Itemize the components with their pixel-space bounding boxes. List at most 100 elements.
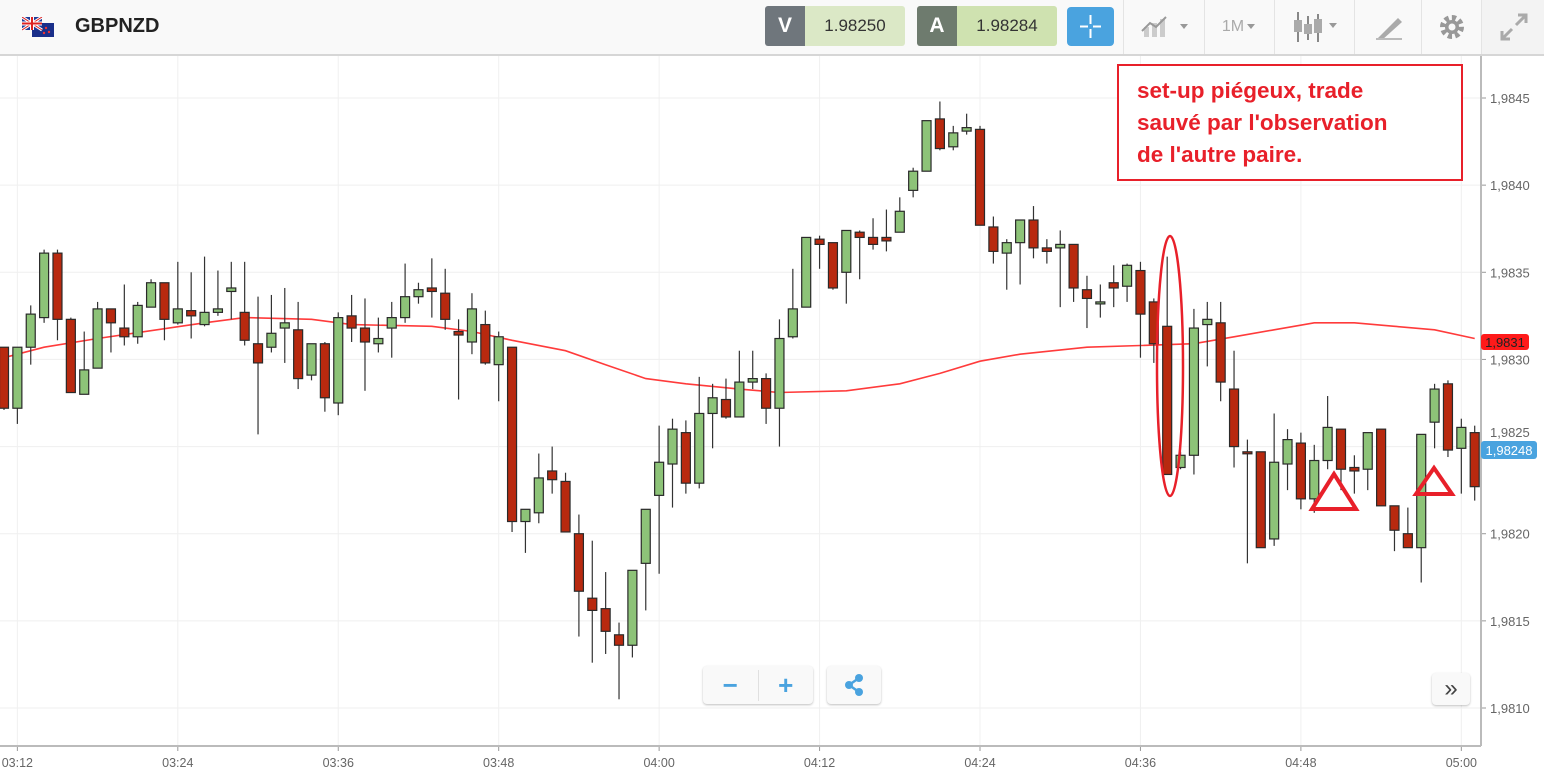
candle-body (493, 336, 504, 366)
candle-up (961, 113, 972, 135)
candle-body (440, 292, 451, 320)
candle-down (974, 125, 986, 226)
candle-down (934, 101, 946, 151)
crosshair-icon (1080, 15, 1101, 38)
candle-up (466, 293, 478, 355)
candle-up (306, 343, 317, 381)
candle-up (172, 261, 183, 325)
candle-up (25, 305, 36, 365)
candle-body (199, 311, 210, 326)
fullscreen-icon (1500, 13, 1527, 41)
candle-down (814, 235, 825, 269)
candle-down (65, 317, 76, 394)
candle-body (961, 127, 972, 132)
candle-body (1269, 461, 1280, 540)
candle-up (787, 268, 798, 339)
candle-body (1309, 459, 1320, 500)
gb-nz-flag-icon (22, 17, 54, 37)
zoom-out-button[interactable]: − (703, 669, 759, 701)
candle-body (640, 508, 651, 564)
chart-type-dropdown[interactable] (1123, 0, 1205, 54)
annotations (1155, 234, 1456, 511)
candle-up (132, 301, 143, 344)
candle-body (79, 369, 90, 395)
buy-quote-button[interactable]: A 1.98284 (917, 6, 1057, 46)
candle-up (79, 331, 90, 395)
candle-body (39, 252, 50, 319)
candle-up (39, 249, 50, 323)
candle-down (0, 346, 10, 410)
candle-body (1001, 242, 1012, 254)
triangle-marker (1412, 464, 1456, 496)
candle-body (132, 304, 143, 338)
candle-up (1095, 284, 1106, 318)
candle-body (520, 508, 531, 523)
candle-down (613, 622, 625, 700)
candle-body (774, 337, 785, 409)
candle-body (319, 343, 330, 399)
share-button[interactable] (827, 666, 881, 704)
candle-up (1309, 444, 1320, 513)
candle-body (252, 343, 264, 364)
candle-body (480, 323, 491, 364)
candle-down (1442, 380, 1454, 458)
candle-body (1068, 243, 1079, 289)
crosshair-button[interactable] (1067, 7, 1114, 46)
candle-body (239, 311, 250, 341)
candle-body (413, 289, 424, 298)
x-tick-label: 04:24 (964, 756, 995, 770)
y-tick-label: 1,9820 (1490, 527, 1530, 542)
candle-body (306, 343, 317, 376)
candle-up (333, 312, 344, 416)
timeframe-dropdown[interactable]: 1M (1204, 0, 1275, 54)
candle-down (1402, 507, 1413, 549)
candle-up (1055, 230, 1066, 308)
scroll-right-button[interactable]: » (1432, 673, 1470, 705)
candle-body (1349, 466, 1360, 472)
symbol-title: GBPNZD (75, 15, 160, 37)
candle-body (373, 337, 384, 345)
candle-body (827, 242, 839, 289)
candle-up (654, 425, 665, 574)
candle-down (359, 298, 371, 391)
candle-body (1081, 289, 1093, 300)
fullscreen-button[interactable] (1481, 0, 1544, 54)
candle-down (1389, 505, 1400, 552)
annotation-box: set-up piégeux, trade sauvé par l'observ… (1117, 64, 1463, 181)
x-tick-label: 03:24 (162, 756, 193, 770)
candle-down (1135, 261, 1146, 358)
candle-up (801, 236, 812, 308)
settings-button[interactable] (1421, 0, 1482, 54)
candle-body (346, 315, 357, 329)
candle-up (747, 350, 758, 390)
candle-body (694, 412, 705, 484)
candle-up (520, 508, 531, 553)
candlestick-chart[interactable]: 1,9845 1,9840 1,9835 1,9830 1,9825 1,9820 1,98… (0, 56, 1544, 779)
candle-body (734, 381, 745, 418)
y-tick-label: 1,9825 (1490, 425, 1530, 440)
sell-quote-button[interactable]: V 1.98250 (765, 6, 905, 46)
candle-down (426, 258, 437, 318)
candle-body (333, 317, 344, 404)
candle-up (694, 376, 705, 489)
candle-body (1389, 505, 1400, 531)
candlestick-dropdown[interactable] (1274, 0, 1355, 54)
candle-body (279, 322, 290, 329)
drawing-tools-button[interactable] (1354, 0, 1422, 54)
zoom-in-button[interactable]: + (778, 669, 794, 700)
candle-down (480, 310, 491, 365)
candlestick-icon (1294, 12, 1337, 42)
candle-down (1335, 428, 1347, 491)
candle-body (948, 132, 959, 148)
candle-up (1015, 219, 1026, 285)
candle-body (1108, 282, 1119, 289)
candle-body (1402, 533, 1413, 549)
candle-body (105, 308, 117, 324)
candle-body (0, 346, 10, 409)
candle-body (1135, 269, 1146, 315)
candle-body (25, 313, 36, 348)
candle-body (613, 634, 625, 646)
candle-up (640, 508, 651, 611)
buy-label: A (917, 6, 957, 46)
candle-down (988, 216, 999, 264)
